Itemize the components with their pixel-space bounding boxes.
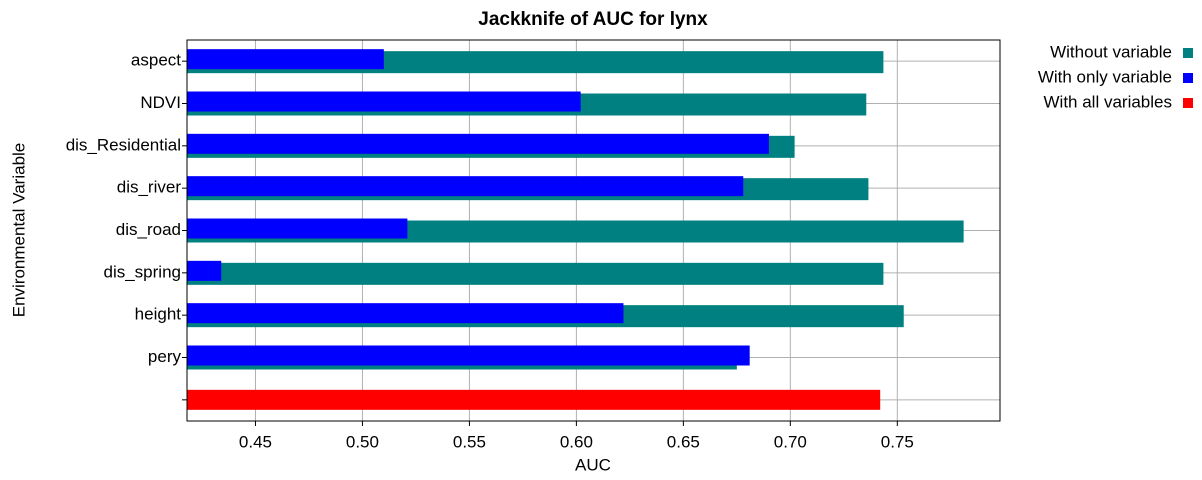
bar xyxy=(187,91,581,112)
legend-label: With all variables xyxy=(1044,92,1173,111)
y-tick-label: NDVI xyxy=(140,93,181,112)
y-tick-label: dis_spring xyxy=(104,262,182,281)
bar xyxy=(187,260,222,281)
y-tick-label: aspect xyxy=(131,51,181,70)
bar xyxy=(187,49,384,70)
bar xyxy=(187,389,881,410)
x-tick-label: 0.50 xyxy=(346,432,379,451)
x-tick-label: 0.55 xyxy=(453,432,486,451)
chart-title: Jackknife of AUC for lynx xyxy=(478,9,708,30)
y-tick-label: height xyxy=(135,305,182,324)
bar xyxy=(187,262,884,285)
x-tick-label: 0.75 xyxy=(881,432,914,451)
legend-label: Without variable xyxy=(1050,42,1172,61)
bar xyxy=(187,176,744,197)
bar xyxy=(187,133,769,154)
legend-swatch xyxy=(1183,73,1193,83)
x-axis-label: AUC xyxy=(575,455,611,474)
y-axis-label: Environmental Variable xyxy=(9,143,28,318)
bar xyxy=(187,303,624,324)
legend-label: With only variable xyxy=(1038,67,1172,86)
plot-frame xyxy=(186,39,1001,422)
y-tick-label: dis_Residential xyxy=(66,135,181,154)
legend-swatch xyxy=(1183,98,1193,108)
bar xyxy=(187,345,750,366)
bar xyxy=(187,218,408,239)
x-tick-label: 0.45 xyxy=(239,432,272,451)
y-tick-label: pery xyxy=(148,347,182,366)
x-tick-label: 0.60 xyxy=(560,432,593,451)
x-tick-label: 0.70 xyxy=(774,432,807,451)
y-tick-label: dis_road xyxy=(116,220,181,239)
x-tick-label: 0.65 xyxy=(667,432,700,451)
legend-swatch xyxy=(1183,48,1193,58)
y-tick-label: dis_river xyxy=(117,178,182,197)
